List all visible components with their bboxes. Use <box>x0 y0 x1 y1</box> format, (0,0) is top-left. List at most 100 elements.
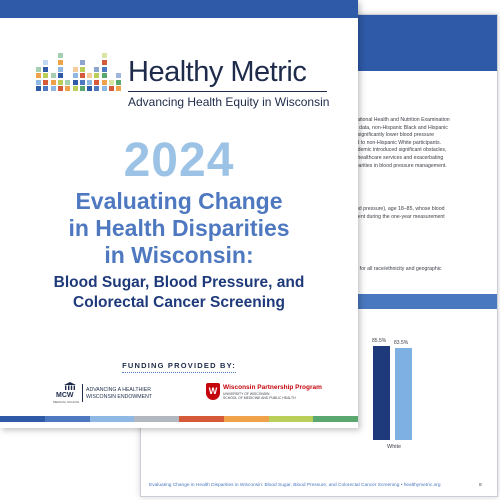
logo-square <box>79 73 85 79</box>
logo-square <box>87 73 93 79</box>
logo-square <box>65 79 71 85</box>
logo-square <box>79 79 85 85</box>
color-strip-segment <box>313 416 358 422</box>
brand-tagline: Advancing Health Equity in Wisconsin <box>128 95 330 109</box>
page-number: 8 <box>479 483 482 488</box>
text-line: d a significantly lower blood pressure <box>349 132 435 139</box>
color-strip-segment <box>44 416 90 422</box>
subtitle-line: Colorectal Cancer Screening <box>73 294 285 311</box>
mcw-building-icon <box>64 382 76 390</box>
logo-square <box>50 86 56 92</box>
logo-square <box>116 79 122 85</box>
title-line: Evaluating Change <box>75 188 283 214</box>
chart-category-label: White <box>387 444 402 450</box>
subtext-line: SCHOOL OF MEDICINE AND PUBLIC HEALTH <box>223 396 296 401</box>
mcw-logo-text: MCW <box>56 392 74 399</box>
logo-square <box>65 86 71 92</box>
text-line: blood pressure), age 18–85, whose blood <box>349 206 445 212</box>
logo-square <box>94 73 100 79</box>
logo-square <box>101 60 107 65</box>
uw-crest-letter: W <box>208 386 218 396</box>
logo-square <box>116 73 122 79</box>
logo-square <box>87 79 93 85</box>
chart-data-label: 85.5% <box>372 337 387 344</box>
logo-square <box>36 86 41 92</box>
text-line: rement during the one-year measurement <box>349 213 445 220</box>
subtitle-line: Blood Sugar, Blood Pressure, and <box>53 274 305 291</box>
endowment-line: ADVANCING A HEALTHIER <box>86 387 151 393</box>
footer-text: Evaluating Change in Health Disparities … <box>149 483 441 488</box>
chart-bar <box>373 345 390 440</box>
cover-color-strip <box>0 416 358 422</box>
report-title: Evaluating Change in Health Disparities … <box>0 188 358 269</box>
logo-square <box>50 73 56 79</box>
logo-square <box>101 86 107 92</box>
logo-square <box>116 86 122 92</box>
logo-square <box>43 79 49 85</box>
logo-square <box>94 86 100 92</box>
logo-square <box>57 79 63 85</box>
logo-square <box>94 79 100 85</box>
color-strip-segment <box>179 416 224 422</box>
title-line: in Wisconsin: <box>104 242 254 268</box>
logo-square <box>109 86 114 92</box>
logo-square <box>43 86 49 92</box>
wisconsin-partnership-name: Wisconsin Partnership Program <box>223 384 322 391</box>
chart-bar <box>395 348 412 440</box>
brand-name: Healthy Metric <box>128 56 307 88</box>
color-strip-segment <box>89 416 135 422</box>
logo-square <box>57 60 63 65</box>
logo-square <box>94 66 100 72</box>
text-line: ine healthcare services and exacerbating <box>349 154 444 161</box>
logo-square <box>109 79 114 85</box>
back-paragraph-3: vels for all race/ethnicity and geograph… <box>349 266 497 274</box>
logo-square <box>79 66 85 72</box>
funding-divider <box>122 372 236 373</box>
brand-divider <box>128 91 327 92</box>
cover-header-band <box>0 0 358 18</box>
logo-square <box>101 66 107 72</box>
logo-square <box>43 66 49 72</box>
chart-data-label: 83.5% <box>394 340 409 347</box>
logo-square <box>101 73 107 79</box>
logo-square <box>72 79 78 85</box>
logo-square <box>101 79 107 85</box>
logo-square <box>57 86 63 92</box>
logo-square <box>101 53 107 59</box>
logo-square <box>36 79 41 85</box>
subtext-line: UNIVERSITY OF WISCONSIN <box>223 392 270 396</box>
logo-square <box>43 60 49 65</box>
healthy-metric-logo-icon <box>36 53 124 93</box>
report-cover: Healthy Metric Advancing Health Equity i… <box>0 0 358 422</box>
endowment-line: WISCONSIN ENDOWMENT <box>86 394 152 400</box>
endowment-name: ADVANCING A HEALTHIER WISCONSIN ENDOWMEN… <box>86 387 152 401</box>
logo-square <box>50 79 56 85</box>
color-strip-segment <box>134 416 179 422</box>
text-line: pandemic introduced significant obstacle… <box>349 147 447 154</box>
logo-square <box>72 86 78 92</box>
color-strip-segment <box>223 416 269 422</box>
logo-square <box>36 66 41 72</box>
logo-square <box>87 86 93 92</box>
logo-square <box>72 73 78 79</box>
funding-label: FUNDING PROVIDED BY: <box>122 361 236 370</box>
text-line: vels for all race/ethnicity and geograph… <box>349 266 442 272</box>
logo-square <box>57 53 63 59</box>
back-paragraph-1: d National Health and Nutrition Examinat… <box>349 117 497 170</box>
logo-square <box>57 66 63 72</box>
wisconsin-partnership-subtext: UNIVERSITY OF WISCONSIN SCHOOL OF MEDICI… <box>223 392 296 401</box>
text-line: ared to non-Hispanic White participants. <box>349 139 441 146</box>
text-line: d National Health and Nutrition Examinat… <box>349 117 450 123</box>
report-year: 2024 <box>123 134 235 187</box>
funder-divider <box>82 384 83 402</box>
logo-square <box>57 73 63 79</box>
report-subtitle: Blood Sugar, Blood Pressure, and Colorec… <box>0 273 358 313</box>
title-line: in Health Disparities <box>68 215 290 241</box>
logo-square <box>79 86 85 92</box>
uw-crest-icon: W <box>206 383 220 400</box>
mcw-logo-subtext: MEDICAL SCHOOL <box>53 400 80 404</box>
back-paragraph-2: blood pressure), age 18–85, whose blood … <box>349 206 497 221</box>
chart-header-strip <box>349 294 497 309</box>
color-strip-segment <box>0 416 45 422</box>
text-line: disparities in blood pressure management… <box>349 162 447 169</box>
